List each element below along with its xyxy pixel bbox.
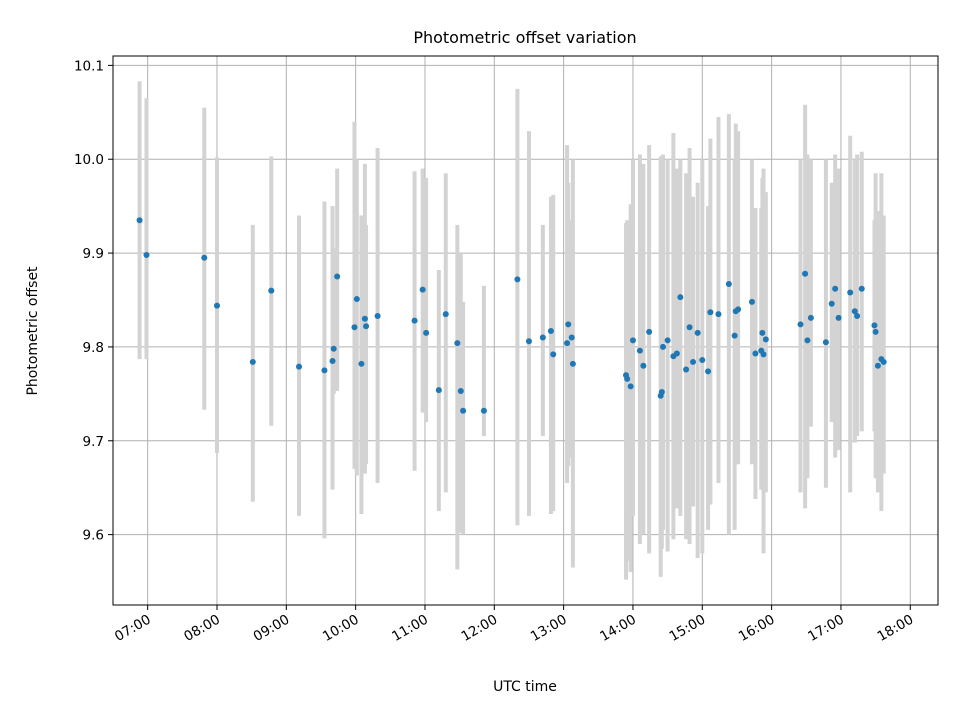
data-point xyxy=(762,336,769,343)
data-point xyxy=(832,285,839,292)
data-point xyxy=(835,314,842,321)
data-point xyxy=(435,387,442,394)
data-point xyxy=(361,315,368,322)
data-point xyxy=(457,388,464,395)
y-tick-label: 9.7 xyxy=(83,434,104,450)
data-point xyxy=(525,338,532,345)
data-point xyxy=(694,329,701,336)
data-point xyxy=(759,329,766,336)
data-point xyxy=(660,343,666,350)
data-point xyxy=(358,360,365,367)
data-point xyxy=(677,294,684,301)
data-point xyxy=(374,312,381,319)
data-point xyxy=(646,328,653,335)
data-point xyxy=(699,357,706,364)
data-point xyxy=(715,311,722,318)
data-point xyxy=(658,388,665,395)
data-point xyxy=(731,332,738,339)
data-point xyxy=(268,287,275,294)
data-point xyxy=(442,311,449,318)
data-point xyxy=(411,317,418,324)
data-point xyxy=(858,285,865,292)
data-point xyxy=(363,323,370,330)
chart-title: Photometric offset variation xyxy=(413,28,636,47)
data-point xyxy=(880,358,887,365)
data-point xyxy=(748,298,755,305)
data-point xyxy=(565,321,572,328)
data-point xyxy=(629,337,636,344)
data-point xyxy=(802,270,809,277)
data-point xyxy=(480,407,487,414)
data-point xyxy=(760,351,767,358)
data-point xyxy=(690,358,697,365)
data-point xyxy=(201,254,208,261)
y-axis-ticks: 9.6 9.7 9.8 9.9 10.0 10.1 xyxy=(74,58,113,544)
data-point xyxy=(514,276,521,283)
data-point xyxy=(550,351,557,358)
y-axis-label: Photometric offset xyxy=(25,266,41,396)
data-point xyxy=(872,328,879,335)
x-axis-label: UTC time xyxy=(493,679,557,695)
data-point xyxy=(330,345,337,352)
data-point xyxy=(568,334,575,341)
data-point xyxy=(547,327,554,334)
data-point xyxy=(321,367,328,374)
data-point xyxy=(707,309,714,316)
data-point xyxy=(640,362,647,369)
y-tick-label: 9.6 xyxy=(83,528,104,544)
data-point xyxy=(822,339,829,346)
data-point xyxy=(136,217,143,224)
data-point xyxy=(705,368,712,375)
data-point xyxy=(419,286,426,293)
data-point xyxy=(423,329,430,336)
data-point xyxy=(752,350,759,357)
data-point xyxy=(804,337,811,344)
data-point xyxy=(627,383,634,390)
data-point xyxy=(664,337,671,344)
grid xyxy=(113,56,938,605)
data-points xyxy=(136,217,887,414)
data-point xyxy=(329,358,336,364)
data-point xyxy=(683,366,690,373)
data-point xyxy=(213,302,220,309)
data-point xyxy=(686,324,693,331)
data-point xyxy=(847,289,854,296)
data-point xyxy=(851,308,858,315)
data-point xyxy=(353,296,360,303)
data-point xyxy=(797,321,804,328)
data-point xyxy=(673,350,680,357)
data-point xyxy=(249,358,256,365)
data-point xyxy=(874,362,881,369)
data-point xyxy=(564,340,571,347)
y-tick-label: 10.1 xyxy=(74,58,104,74)
y-tick-label: 9.8 xyxy=(83,340,104,356)
data-point xyxy=(539,334,546,341)
data-point xyxy=(735,306,742,313)
data-point xyxy=(807,314,814,321)
data-point xyxy=(143,251,150,258)
data-point xyxy=(624,375,631,382)
plot-area-frame xyxy=(112,55,939,606)
y-tick-label: 9.9 xyxy=(83,246,104,262)
data-point xyxy=(460,407,467,414)
data-point xyxy=(334,273,341,280)
data-point xyxy=(725,281,732,288)
data-point xyxy=(296,363,303,370)
data-point xyxy=(569,360,576,367)
data-point xyxy=(854,312,861,319)
data-point xyxy=(351,324,358,331)
y-tick-label: 10.0 xyxy=(74,152,104,168)
data-point xyxy=(828,300,835,307)
data-point xyxy=(636,347,643,354)
data-point xyxy=(454,340,461,347)
data-point xyxy=(871,322,878,329)
